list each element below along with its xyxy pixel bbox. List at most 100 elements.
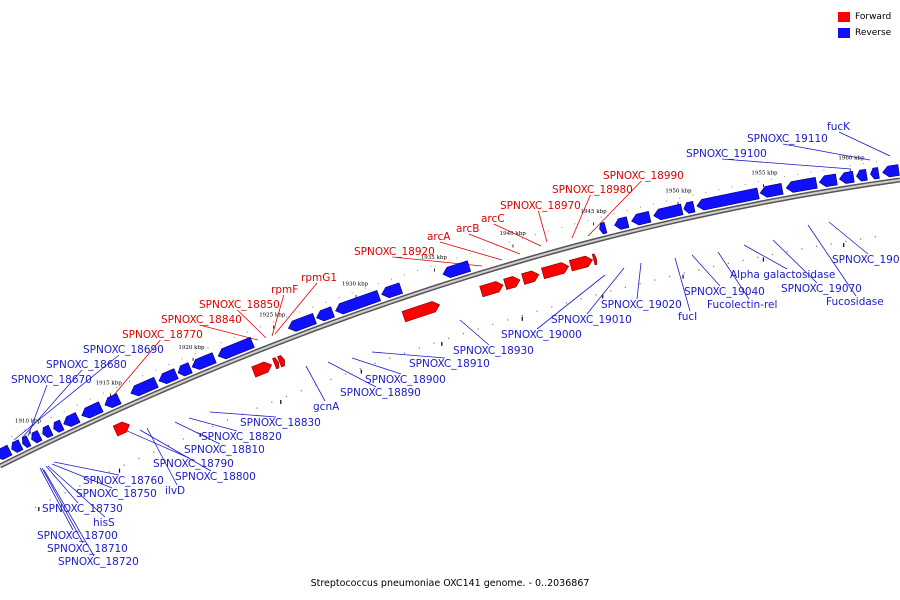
ruler-dot — [64, 492, 66, 494]
reverse-gene-label: SPNOXC_18670 — [11, 374, 92, 386]
reverse-leader-line — [772, 239, 818, 284]
forward-leader-line — [274, 282, 318, 335]
legend-forward-label: Forward — [855, 12, 892, 22]
ruler-dot — [271, 401, 273, 403]
forward-gene-arrow — [112, 421, 130, 437]
reverse-gene-label: Fucolectin-rel — [707, 299, 777, 311]
forward-gene-arrow — [541, 262, 570, 280]
lower-ruler-dot — [207, 347, 209, 349]
legend-reverse-label: Reverse — [855, 28, 892, 38]
lower-ruler-dot — [168, 363, 170, 365]
forward-gene-label: arcB — [456, 223, 480, 235]
reverse-gene-label: gcnA — [313, 401, 340, 413]
ruler-dot — [757, 256, 759, 258]
ruler-dot — [374, 362, 376, 364]
lower-ruler-dot — [784, 176, 786, 178]
reverse-leader-line — [838, 131, 891, 157]
reverse-gene-arrow — [0, 444, 13, 460]
ruler-dot — [389, 357, 391, 359]
ruler-dot — [610, 290, 612, 292]
ruler-dot — [565, 302, 568, 304]
ruler-dot — [330, 378, 332, 381]
lower-ruler-dot — [233, 336, 235, 338]
lower-ruler-dot — [548, 230, 550, 232]
reverse-gene-arrow — [53, 419, 65, 433]
reverse-gene-label: SPNOXC_18680 — [46, 359, 127, 371]
ruler-dot — [34, 506, 37, 508]
reverse-gene-arrow — [191, 352, 217, 370]
ruler-dot — [153, 451, 155, 453]
lower-ruler-dot — [351, 292, 353, 294]
tick-label: 1920 kbp — [178, 345, 205, 351]
reverse-gene-label: Alpha galactosidase — [730, 269, 835, 281]
reverse-gene-label: SPNOXC_19040 — [684, 286, 765, 298]
reverse-leader-line — [174, 421, 221, 445]
reverse-gene-arrow — [818, 173, 838, 188]
lower-ruler-dot — [770, 178, 772, 180]
reverse-gene-arrow — [856, 168, 868, 182]
reverse-gene-arrow — [11, 439, 24, 453]
lower-ruler-dot — [574, 223, 576, 225]
lower-ruler-dot — [76, 404, 78, 406]
ruler-dot — [624, 286, 626, 288]
reverse-leader-line — [45, 465, 79, 504]
lower-ruler-dot — [626, 209, 628, 211]
lower-ruler-dot — [220, 342, 222, 344]
lower-ruler-dot — [390, 278, 392, 280]
ruler-dot — [49, 499, 51, 501]
reverse-gene-label: SPNOXC_19090 — [832, 254, 900, 266]
ruler-dot — [845, 240, 847, 242]
reverse-gene-label: SPNOXC_18890 — [340, 387, 421, 399]
lower-ruler-dot — [142, 375, 144, 377]
forward-gene-arrow — [251, 361, 273, 378]
ruler-dot — [359, 368, 361, 370]
reverse-leader-line — [43, 469, 95, 557]
reverse-gene-arrow — [838, 170, 855, 184]
lower-ruler-dot — [535, 234, 537, 236]
forward-gene-arrow — [479, 281, 504, 298]
lower-ruler-dot — [364, 287, 366, 289]
forward-gene-label: rpmF — [271, 284, 298, 296]
lower-ruler-dot — [718, 189, 720, 191]
legend-reverse: Reverse — [838, 25, 891, 41]
lower-ruler-dot — [495, 245, 497, 247]
lower-ruler-dot — [338, 297, 340, 299]
ruler-dot — [742, 259, 744, 261]
reverse-leader-line — [536, 274, 606, 330]
reverse-gene-label: ilvD — [165, 485, 185, 497]
ruler-dot — [551, 306, 553, 308]
forward-gene-label: SPNOXC_18990 — [603, 170, 684, 182]
ruler-dot — [256, 407, 258, 409]
lower-ruler-dot — [521, 237, 523, 239]
forward-gene-arrow — [277, 355, 285, 368]
ruler-dot — [477, 328, 479, 330]
reverse-gene-arrow — [683, 200, 696, 214]
reverse-leader-line — [188, 417, 238, 432]
lower-ruler-dot — [312, 306, 314, 308]
forward-gene-arrow — [521, 270, 540, 285]
lower-ruler-dot — [469, 253, 471, 255]
reverse-gene-label: SPNOXC_18700 — [37, 530, 118, 542]
reverse-gene-label: SPNOXC_18910 — [409, 358, 490, 370]
ruler-dot — [668, 275, 671, 278]
forward-gene-arrow — [503, 276, 521, 290]
lower-ruler-dot — [181, 358, 183, 360]
lower-ruler-dot — [37, 423, 39, 425]
lower-ruler-dot — [508, 241, 510, 243]
reverse-leader-line — [47, 465, 106, 518]
ruler-dot — [874, 236, 876, 238]
reverse-gene-label: hisS — [93, 517, 115, 529]
reverse-leader-line — [146, 427, 178, 486]
lower-ruler-dot — [482, 249, 484, 251]
ruler-dot — [300, 390, 302, 392]
lower-ruler-dot — [11, 435, 13, 437]
reverse-gene-arrow — [442, 260, 472, 279]
lower-ruler-dot — [273, 321, 275, 323]
ruler-dot — [403, 352, 406, 354]
lower-ruler-dot — [849, 165, 851, 167]
tick-label: 1955 kbp — [751, 170, 778, 176]
lower-ruler-dot — [639, 206, 641, 208]
reverse-gene-label: SPNOXC_18690 — [83, 344, 164, 356]
reverse-gene-label: SPNOXC_19020 — [601, 299, 682, 311]
reverse-leader-line — [586, 267, 625, 315]
